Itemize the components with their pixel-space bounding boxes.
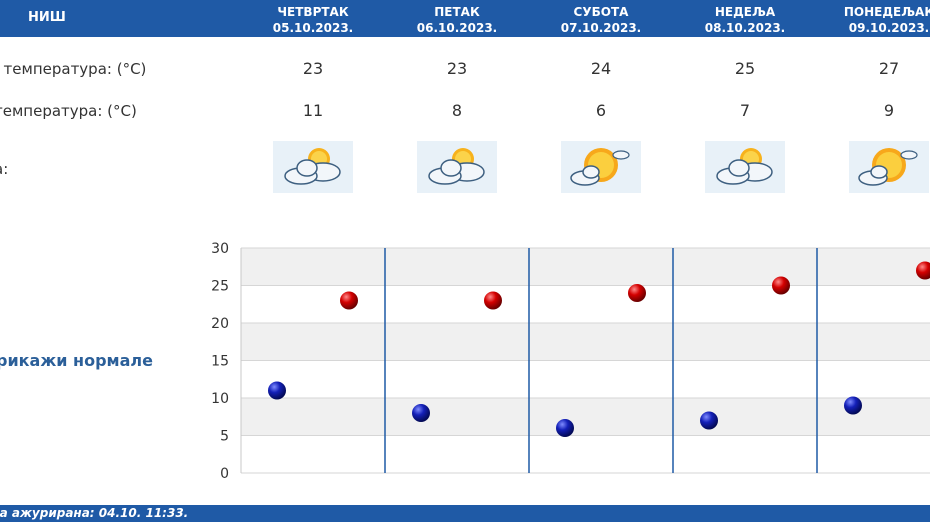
day-header-3: СУБОТА 07.10.2023. bbox=[529, 4, 673, 36]
min-temp-value: 6 bbox=[595, 101, 607, 120]
max-temp-value: 24 bbox=[590, 59, 612, 78]
day-header-4: НЕДЕЉА 08.10.2023. bbox=[673, 4, 817, 36]
partly-cloudy-icon bbox=[284, 148, 341, 185]
forecast-header: НИШ ЧЕТВРТАК 05.10.2023. ПЕТАК 06.10.202… bbox=[0, 0, 930, 37]
min-temp-value: 11 bbox=[302, 101, 324, 120]
partly-cloudy-icon bbox=[716, 148, 773, 185]
grid-band bbox=[241, 323, 930, 361]
grid-band bbox=[241, 398, 930, 436]
city-name: НИШ bbox=[28, 10, 66, 25]
max-temp-value: 23 bbox=[446, 59, 468, 78]
day-date: 05.10.2023. bbox=[272, 21, 354, 35]
y-tick-label: 20 bbox=[211, 316, 229, 332]
min-temp-point bbox=[556, 419, 574, 437]
temperature-chart: 0 5 10 15 20 25 30 bbox=[211, 241, 930, 482]
day-header-2: ПЕТАК 06.10.2023. bbox=[385, 4, 529, 36]
min-temp-value: 8 bbox=[451, 101, 463, 120]
day-name: НЕДЕЉА bbox=[714, 5, 776, 19]
y-tick-label: 25 bbox=[211, 279, 229, 295]
weather-cell-5 bbox=[849, 141, 929, 193]
min-temp-point bbox=[844, 396, 862, 415]
max-temp-point bbox=[916, 261, 930, 280]
weather-cell-3 bbox=[561, 141, 641, 193]
weather-cell-1 bbox=[273, 141, 353, 193]
max-temp-value: 25 bbox=[734, 59, 756, 78]
update-footer: ва ажурирана: 04.10. 11:33. bbox=[0, 505, 930, 522]
max-temp-value: 23 bbox=[302, 59, 324, 78]
weather-label: а: bbox=[0, 160, 9, 178]
min-temp-point bbox=[412, 404, 430, 422]
last-updated-text: ва ажурирана: 04.10. 11:33. bbox=[0, 506, 189, 520]
day-name: ЧЕТВРТАК bbox=[277, 5, 349, 19]
show-normals-link[interactable]: рикажи нормале bbox=[0, 351, 153, 370]
max-temp-value: 27 bbox=[878, 59, 900, 78]
min-temp-point bbox=[700, 411, 718, 430]
max-temp-label: . температура: (°C) bbox=[0, 60, 147, 78]
sunny-cloudy-icon bbox=[858, 148, 918, 186]
y-tick-label: 5 bbox=[220, 429, 229, 445]
y-tick-label: 10 bbox=[211, 391, 229, 407]
sunny-cloudy-icon bbox=[570, 148, 630, 186]
max-temp-point bbox=[772, 276, 790, 295]
max-temp-point bbox=[484, 291, 502, 310]
day-header-5: ПОНЕДЕЉАК 09.10.2023. bbox=[817, 4, 930, 36]
day-name: ПОНЕДЕЉАК bbox=[843, 5, 930, 19]
weather-cell-4 bbox=[705, 141, 785, 193]
day-date: 08.10.2023. bbox=[704, 21, 786, 35]
min-temp-value: 9 bbox=[883, 101, 895, 120]
day-name: СУБОТА bbox=[573, 5, 629, 19]
max-temp-point bbox=[628, 284, 646, 302]
min-temp-value: 7 bbox=[739, 101, 751, 120]
day-date: 07.10.2023. bbox=[560, 21, 642, 35]
weather-cell-2 bbox=[417, 141, 497, 193]
min-temp-point bbox=[268, 381, 286, 400]
min-temp-label: температура: (°C) bbox=[0, 102, 137, 120]
y-tick-label: 15 bbox=[211, 354, 229, 370]
day-header-1: ЧЕТВРТАК 05.10.2023. bbox=[241, 4, 385, 36]
day-name: ПЕТАК bbox=[434, 5, 480, 19]
partly-cloudy-icon bbox=[428, 148, 485, 185]
y-tick-label: 30 bbox=[211, 241, 229, 257]
y-tick-label: 0 bbox=[220, 466, 229, 482]
day-date: 06.10.2023. bbox=[416, 21, 498, 35]
max-temp-point bbox=[340, 291, 358, 310]
day-date: 09.10.2023. bbox=[848, 21, 930, 35]
grid-band bbox=[241, 248, 930, 286]
